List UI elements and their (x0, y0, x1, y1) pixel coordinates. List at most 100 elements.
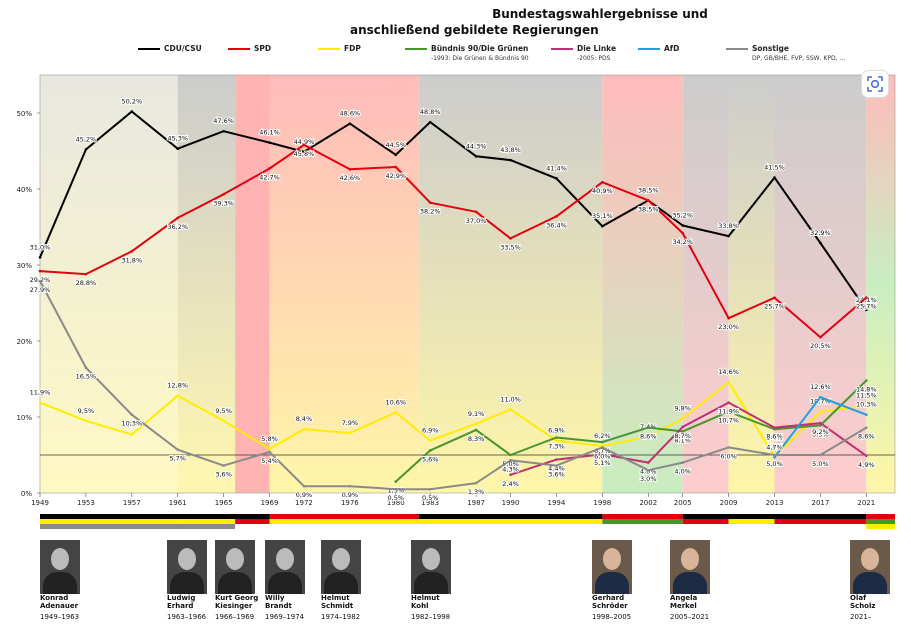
government-bar (866, 524, 895, 529)
data-point-sonstige (474, 481, 478, 485)
data-point-cdu (601, 224, 604, 228)
data-label-linke: 11,9% (718, 408, 739, 416)
data-label-sonstige: 5,0% (812, 460, 829, 468)
government-bar (602, 514, 683, 519)
data-point-cdu (176, 147, 180, 151)
x-tick-label: 1972 (295, 499, 313, 507)
data-label-spd: 33,5% (500, 243, 521, 251)
title-line-1: Bundestagswahlergebnisse und (492, 7, 708, 21)
data-label-gruene: 6,7% (594, 447, 611, 455)
series-line-gruene (395, 379, 867, 483)
government-bar (269, 514, 419, 519)
government-bar (177, 519, 236, 524)
data-label-sonstige: 0,9% (342, 491, 359, 499)
data-point-sonstige (394, 487, 398, 491)
chancellor-name-brandt: Willy Brandt (265, 594, 292, 610)
data-point-spd (555, 215, 558, 218)
portrait-kohl (411, 540, 451, 594)
data-label-fdp: 9,5% (215, 407, 232, 415)
legend-name-sonstige: Sonstige (752, 44, 789, 53)
legend-note-gruene: -1993: Die Grünen & Bündnis 90 (431, 55, 529, 62)
data-label-gruene: 10,7% (718, 417, 739, 425)
x-tick-label: 2009 (720, 499, 738, 507)
data-point-gruene (865, 379, 868, 382)
data-label-linke: 9,2% (812, 428, 829, 436)
chancellor-name-schroeder: Gerhard Schröder (592, 594, 628, 610)
data-point-spd (428, 201, 432, 204)
data-point-sonstige (865, 426, 868, 429)
data-point-gruene (474, 428, 478, 432)
data-label-linke: 8,7% (674, 432, 691, 440)
data-point-fdp (509, 408, 512, 411)
data-point-afd (773, 455, 776, 459)
legend-name-fdp: FDP (344, 44, 361, 53)
x-tick-label: 1957 (123, 499, 141, 507)
chancellor-years-merkel: 2005–2021 (670, 613, 710, 621)
chancellor-name-kiesinger: Kurt Georg Kiesinger (215, 594, 259, 610)
data-label-fdp: 6,9% (422, 427, 439, 435)
data-point-spd (176, 216, 180, 220)
data-label-gruene: 8,6% (640, 433, 657, 441)
data-point-spd (773, 296, 776, 299)
x-tick-label: 1980 (387, 499, 405, 507)
coalition-period-1966 (235, 75, 270, 493)
data-label-fdp: 6,2% (594, 432, 611, 440)
data-point-cdu (727, 234, 730, 238)
series-line-spd (39, 143, 867, 339)
government-bar (418, 519, 603, 524)
y-tick-label: 0% (21, 490, 32, 498)
data-point-fdp (348, 431, 352, 435)
visual-search-button[interactable] (861, 70, 889, 98)
data-label-sonstige: 1,3% (468, 488, 485, 496)
data-point-spd (646, 199, 650, 202)
data-point-fdp (727, 380, 730, 384)
data-label-linke: 4,9% (858, 461, 875, 469)
x-tick-label: 1969 (261, 499, 279, 507)
data-point-sonstige (819, 453, 822, 457)
data-label-sonstige: 8,6% (858, 433, 875, 441)
data-point-sonstige (428, 487, 432, 491)
visual-search-icon (867, 76, 883, 92)
data-label-sonstige: 5,4% (261, 457, 278, 465)
data-point-spd (222, 193, 225, 196)
data-point-cdu (84, 148, 88, 151)
data-point-fdp (38, 401, 42, 404)
data-label-sonstige: 10,3% (121, 420, 142, 428)
government-bar (728, 519, 775, 524)
legend-note-linke: -2005: PDS (577, 55, 611, 62)
data-label-cdu: 47,6% (213, 117, 234, 125)
data-label-cdu: 24,1% (856, 296, 877, 304)
data-label-afd: 12,6% (810, 383, 831, 391)
data-label-fdp: 12,8% (167, 382, 188, 390)
portrait-schmidt (321, 540, 361, 594)
chancellor-years-schroeder: 1998–2005 (592, 613, 632, 621)
x-tick-label: 2021 (857, 499, 875, 507)
data-label-gruene: 8,4% (766, 434, 783, 442)
data-label-sonstige: 6,0% (594, 452, 611, 460)
chancellor-years-kohl: 1982–1998 (411, 613, 451, 621)
data-label-spd: 34,2% (672, 238, 693, 246)
data-point-gruene (394, 480, 398, 483)
y-tick-label: 50% (16, 110, 32, 118)
data-point-sonstige (773, 453, 776, 457)
chancellor-name-schmidt: Helmut Schmidt (321, 594, 354, 610)
data-point-sonstige (84, 366, 88, 369)
data-label-spd: 45,8% (294, 150, 315, 158)
data-label-sonstige: 0,5% (422, 494, 439, 502)
data-label-cdu: 45,3% (167, 135, 188, 143)
data-label-gruene: 1,5% (388, 487, 405, 495)
data-point-fdp (268, 447, 271, 451)
chancellor-name-adenauer: Konrad Adenauer (40, 594, 79, 610)
data-point-fdp (819, 410, 822, 413)
government-bar (602, 519, 683, 524)
data-point-linke (865, 454, 868, 458)
data-label-sonstige: 3,6% (548, 471, 565, 479)
data-label-gruene: 8,9% (812, 430, 829, 438)
legend-name-linke: Die Linke (577, 44, 617, 53)
data-point-cdu (38, 256, 42, 259)
legend-name-spd: SPD (254, 44, 272, 53)
data-label-sonstige: 5,0% (766, 460, 783, 468)
data-label-spd: 37,0% (466, 217, 487, 225)
data-label-cdu: 35,2% (672, 211, 693, 219)
